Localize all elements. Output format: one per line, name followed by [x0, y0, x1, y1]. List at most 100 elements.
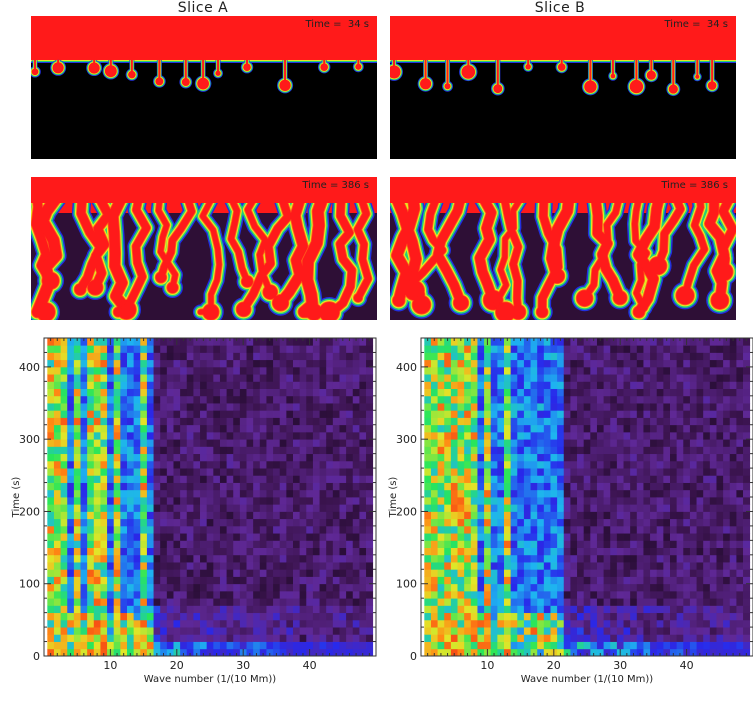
heatmap-a-cell [320, 389, 327, 397]
heatmap-a-cell [114, 548, 121, 556]
heatmap-a-cell [107, 497, 114, 505]
heatmap-a-cell [333, 620, 340, 628]
heatmap-b-cell [597, 555, 604, 563]
heatmap-b-cell [431, 461, 438, 469]
heatmap-a-cell [134, 548, 141, 556]
heatmap-b-cell [577, 374, 584, 382]
heatmap-b-cell [531, 454, 538, 462]
heatmap-a-cell [200, 360, 207, 368]
heatmap-b-cell [464, 418, 471, 426]
heatmap-b-cell [716, 468, 723, 476]
heatmap-a-cell [193, 367, 200, 375]
heatmap-b-cell [584, 432, 591, 440]
heatmap-a-cell [346, 584, 353, 592]
heatmap-a-cell [266, 410, 273, 418]
heatmap-b-cell [464, 360, 471, 368]
heatmap-a-cell [173, 642, 180, 650]
heatmap-b-cell [531, 497, 538, 505]
heatmap-b-cell [630, 475, 637, 483]
heatmap-a-cell [200, 454, 207, 462]
heatmap-a-y-tick-label: 0 [33, 650, 40, 663]
heatmap-b-cell [491, 555, 498, 563]
heatmap-a-cell [180, 360, 187, 368]
heatmap-a-cell [107, 605, 114, 613]
heatmap-a-cell [100, 584, 107, 592]
heatmap-a-cell [167, 396, 174, 404]
heatmap-b-cell [610, 540, 617, 548]
heatmap-a-cell [247, 418, 254, 426]
heatmap-a-cell [339, 446, 346, 454]
heatmap-b-cell [677, 439, 684, 447]
heatmap-a-cell [273, 425, 280, 433]
heatmap-b-cell [604, 396, 611, 404]
heatmap-a-cell [220, 468, 227, 476]
snapshot-a-late-image [31, 177, 377, 320]
heatmap-b-cell [723, 591, 730, 599]
heatmap-a-cell [346, 403, 353, 411]
heatmap-b-cell [471, 540, 478, 548]
heatmap-b-cell [730, 511, 737, 519]
heatmap-b-cell [524, 584, 531, 592]
heatmap-a-cell [107, 526, 114, 534]
heatmap-b-cell [537, 642, 544, 650]
heatmap-b-cell [743, 454, 750, 462]
heatmap-b-cell [497, 418, 504, 426]
heatmap-b-cell [477, 634, 484, 642]
heatmap-a-cell [67, 389, 74, 397]
heatmap-b-cell [444, 461, 451, 469]
heatmap-b-cell [524, 519, 531, 527]
heatmap-b-cell [444, 613, 451, 621]
heatmap-b-cell [697, 577, 704, 585]
heatmap-a-cell [320, 613, 327, 621]
heatmap-b-cell [723, 461, 730, 469]
heatmap-a-cell [67, 634, 74, 642]
heatmap-b-cell [690, 591, 697, 599]
heatmap-b-cell [610, 345, 617, 353]
heatmap-a-cell [286, 555, 293, 563]
heatmap-a-cell [346, 360, 353, 368]
heatmap-b-cell [643, 439, 650, 447]
heatmap-b-cell [504, 389, 511, 397]
heatmap-b-cell [657, 432, 664, 440]
heatmap-b-cell [650, 562, 657, 570]
heatmap-a-cell [94, 605, 101, 613]
heatmap-a-cell [273, 548, 280, 556]
heatmap-a-cell [213, 613, 220, 621]
heatmap-b-cell [517, 483, 524, 491]
heatmap-b-cell [544, 439, 551, 447]
heatmap-b-cell [624, 577, 631, 585]
heatmap-a-cell [366, 432, 373, 440]
heatmap-b-cell [670, 381, 677, 389]
heatmap-a-cell [74, 511, 81, 519]
heatmap-b-cell [431, 468, 438, 476]
heatmap-a-cell [120, 367, 127, 375]
heatmap-a-cell [61, 483, 68, 491]
heatmap-b-cell [617, 555, 624, 563]
heatmap-a-cell [94, 425, 101, 433]
heatmap-b-cell [630, 389, 637, 397]
heatmap-a-cell [87, 483, 94, 491]
heatmap-b-cell [458, 605, 465, 613]
heatmap-b-cell [630, 454, 637, 462]
heatmap-b-cell [524, 591, 531, 599]
heatmap-b-cell [471, 584, 478, 592]
heatmap-b-cell [716, 410, 723, 418]
heatmap-a-cell [280, 446, 287, 454]
heatmap-a-cell [94, 627, 101, 635]
heatmap-a-cell [61, 425, 68, 433]
heatmap-b-cell [444, 475, 451, 483]
heatmap-b-cell [504, 446, 511, 454]
heatmap-a-cell [200, 519, 207, 527]
heatmap-a-cell [193, 475, 200, 483]
heatmap-a-cell [353, 483, 360, 491]
heatmap-a-cell [120, 439, 127, 447]
heatmap-a-cell [120, 613, 127, 621]
heatmap-a-cell [200, 468, 207, 476]
heatmap-a-cell [147, 360, 154, 368]
heatmap-a-cell [313, 613, 320, 621]
heatmap-b-cell [464, 389, 471, 397]
heatmap-b-cell [564, 483, 571, 491]
heatmap-a-cell [280, 613, 287, 621]
heatmap-b-cell [424, 396, 431, 404]
heatmap-a-cell [233, 548, 240, 556]
